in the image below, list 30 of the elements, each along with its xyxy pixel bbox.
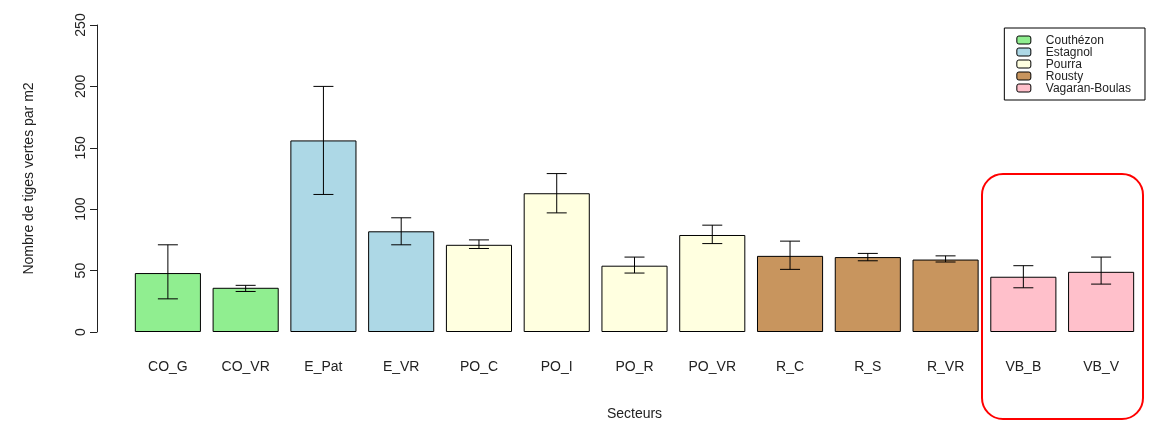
x-tick-label: CO_VR xyxy=(221,358,270,374)
bar xyxy=(912,259,979,332)
x-tick-label: R_VR xyxy=(926,358,965,374)
x-axis-title: Secteurs xyxy=(606,405,663,421)
x-tick-label: PO_C xyxy=(459,358,499,374)
x-tick-label: VB_V xyxy=(1083,358,1120,374)
legend-label: Rousty xyxy=(1045,69,1084,83)
bar xyxy=(834,257,901,332)
y-tick-label: 200 xyxy=(72,74,88,99)
legend-label: Pourra xyxy=(1045,57,1083,71)
legend-label: Vagaran-Boulas xyxy=(1045,81,1132,95)
x-tick-label: R_C xyxy=(776,358,805,374)
x-tick-label: PO_R xyxy=(615,358,654,374)
bar xyxy=(445,244,513,332)
y-axis-title: Nombre de tiges vertes par m2 xyxy=(20,82,36,275)
x-tick-label: E_Pat xyxy=(304,358,343,374)
y-tick-label: 0 xyxy=(72,327,88,336)
legend-label: Estagnol xyxy=(1045,45,1093,59)
y-tick-label: 50 xyxy=(72,262,88,279)
y-tick-label: 100 xyxy=(72,197,88,221)
x-tick-label: PO_VR xyxy=(688,358,736,374)
legend-label: Couthézon xyxy=(1045,33,1104,47)
x-tick-label: R_S xyxy=(854,358,882,374)
bar xyxy=(212,287,279,332)
x-tick-label: VB_B xyxy=(1005,358,1042,374)
x-tick-label: E_VR xyxy=(382,358,420,374)
x-tick-label: CO_G xyxy=(148,358,188,374)
y-tick-label: 250 xyxy=(72,13,88,37)
x-tick-label: PO_I xyxy=(540,358,573,374)
y-tick-label: 150 xyxy=(72,135,88,160)
